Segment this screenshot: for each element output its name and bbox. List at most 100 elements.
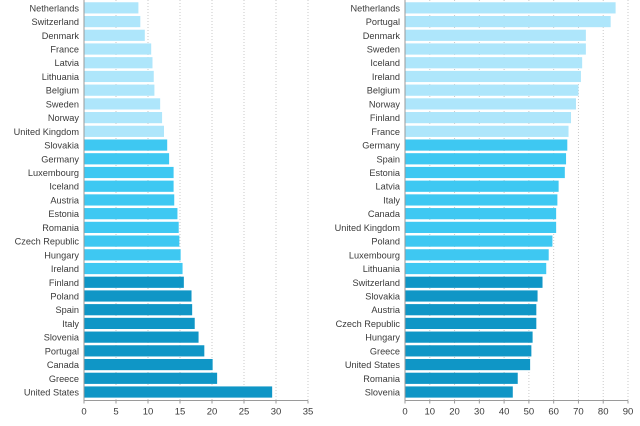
category-label: Czech Republic (336, 319, 401, 329)
bar (84, 70, 154, 83)
category-label: Ireland (372, 72, 400, 82)
category-label: Norway (369, 99, 401, 109)
bar (84, 345, 205, 357)
bar (405, 262, 547, 275)
category-label: Slovakia (365, 291, 401, 301)
x-tick-label: 20 (207, 407, 218, 418)
bar (405, 386, 513, 398)
bar (405, 249, 549, 261)
bar (405, 57, 583, 69)
bar (84, 2, 139, 14)
category-label: Hungary (365, 333, 400, 343)
category-label: Latvia (54, 58, 79, 68)
bar (405, 84, 579, 96)
x-tick-label: 90 (623, 407, 634, 418)
category-label: Belgium (46, 86, 80, 96)
x-tick-label: 0 (81, 407, 86, 418)
bar (84, 29, 145, 41)
x-tick-label: 25 (239, 407, 250, 418)
bar (84, 276, 184, 288)
category-label: Greece (49, 374, 79, 384)
bar (405, 372, 518, 384)
category-label: Switzerland (353, 278, 401, 288)
bar (84, 166, 174, 179)
bar (405, 290, 538, 302)
x-tick-label: 30 (271, 407, 282, 418)
category-label: Italy (383, 195, 400, 205)
category-label: Iceland (370, 58, 400, 68)
category-label: Poland (371, 237, 400, 247)
bar (84, 358, 213, 371)
category-label: Denmark (363, 31, 401, 41)
bar (84, 153, 170, 165)
category-label: Lithuania (42, 72, 80, 82)
bar (84, 317, 195, 330)
category-label: Canada (47, 360, 80, 370)
category-label: Hungary (44, 250, 79, 260)
bar (405, 304, 537, 316)
x-tick-label: 15 (175, 407, 186, 418)
bar (84, 290, 192, 302)
x-tick-label: 10 (143, 407, 154, 418)
category-label: France (50, 45, 79, 55)
category-label: Romania (42, 223, 80, 233)
chart-panel-right: Netherlands Portugal Denmark Sweden Iceland I… (335, 0, 634, 418)
bar (405, 235, 553, 247)
x-tick-label: 10 (424, 407, 435, 418)
category-label: Switzerland (32, 17, 80, 27)
category-label: Denmark (42, 31, 80, 41)
bar (84, 125, 164, 137)
category-label: Czech Republic (15, 237, 80, 247)
category-label: Slovenia (365, 388, 401, 398)
bar (84, 304, 193, 316)
bar (84, 372, 218, 384)
category-label: Canada (368, 209, 401, 219)
bar (405, 2, 616, 14)
x-tick-label: 35 (303, 407, 314, 418)
chart-panel-left: Netherlands Switzerland Denmark France Latvi… (14, 0, 314, 418)
category-label: Portugal (366, 17, 400, 27)
bar (405, 358, 531, 371)
bar (405, 208, 557, 220)
category-label: Portugal (45, 346, 79, 356)
category-label: Netherlands (350, 3, 400, 13)
bar (405, 29, 586, 41)
category-label: Luxembourg (28, 168, 79, 178)
category-label: Spain (56, 305, 80, 315)
category-label: United States (345, 360, 401, 370)
bar (84, 331, 199, 343)
bar (405, 15, 611, 28)
bar (405, 221, 557, 233)
x-tick-label: 0 (402, 407, 407, 418)
category-label: Ireland (51, 264, 79, 274)
category-label: Italy (62, 319, 79, 329)
bar (405, 317, 537, 330)
category-label: Lithuania (363, 264, 401, 274)
bar (405, 276, 543, 288)
bar (405, 345, 532, 357)
category-label: United Kingdom (14, 127, 80, 137)
category-label: Netherlands (29, 3, 79, 13)
category-label: Poland (50, 291, 79, 301)
bar (405, 194, 558, 206)
category-label: Estonia (369, 168, 401, 178)
category-label: Spain (377, 154, 401, 164)
x-tick-label: 20 (449, 407, 460, 418)
category-label: Belgium (367, 86, 401, 96)
category-label: Austria (371, 305, 400, 315)
bar (405, 43, 586, 55)
bar (84, 112, 163, 124)
bar (84, 386, 273, 398)
bar (84, 43, 152, 55)
bar (84, 139, 168, 151)
x-tick-label: 70 (573, 407, 584, 418)
category-label: France (371, 127, 400, 137)
bar (84, 84, 155, 96)
bar (84, 98, 161, 110)
bar (405, 98, 576, 110)
bar (84, 15, 141, 28)
bar (405, 125, 569, 137)
bar (84, 180, 174, 192)
